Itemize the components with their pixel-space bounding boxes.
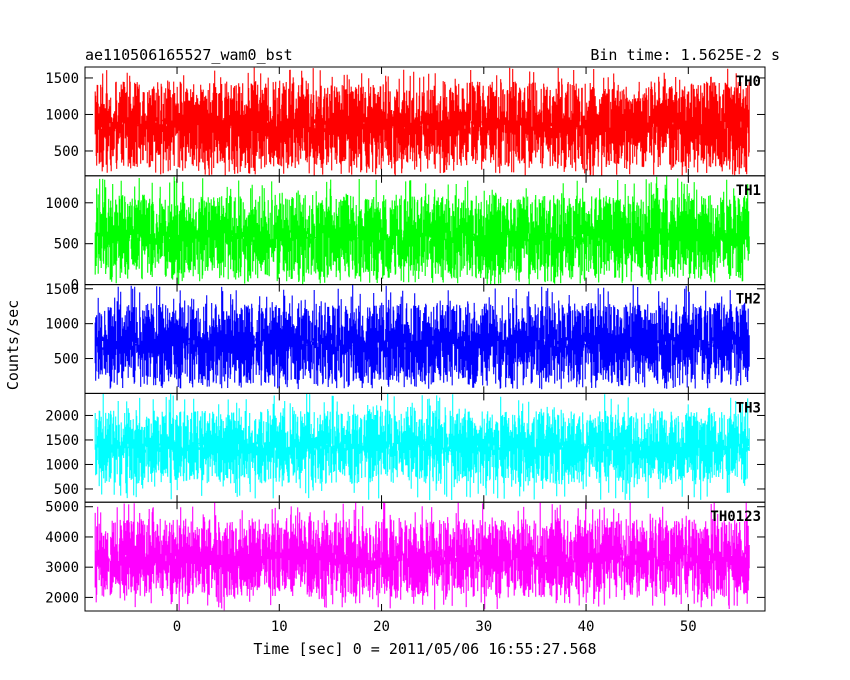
y-tick-label: 3000	[45, 560, 79, 576]
series-th0123	[94, 502, 750, 611]
x-tick-label: 10	[271, 619, 288, 635]
y-tick-label: 1000	[45, 457, 79, 473]
panel-th1: 0 500 1000 TH1	[45, 175, 766, 294]
series-th2	[94, 285, 750, 390]
panel-frame	[84, 501, 766, 612]
y-tick-label: 500	[54, 144, 79, 160]
panel-name-th0: TH0	[736, 74, 761, 90]
x-tick-label: 30	[475, 619, 492, 635]
y-tick-label: 2000	[45, 590, 79, 606]
panel-th0123: 2000 3000 4000 5000 TH0123	[45, 500, 766, 612]
x-tick-label: 50	[680, 619, 697, 635]
bin-time-label: Bin time: 1.5625E-2 s	[590, 46, 780, 64]
x-tick-label: 20	[373, 619, 390, 635]
y-tick-label: 1500	[45, 433, 79, 449]
y-tick-label: 1500	[45, 282, 79, 298]
series-th1	[94, 176, 750, 285]
panel-name-th0123: TH0123	[710, 509, 761, 525]
y-tick-label: 1500	[45, 71, 79, 87]
y-tick-label: 1000	[45, 317, 79, 333]
y-tick-label: 500	[54, 352, 79, 368]
panel-th3: 500 1000 1500 2000 TH3	[45, 392, 766, 503]
y-tick-label: 1000	[45, 196, 79, 212]
y-tick-label: 4000	[45, 530, 79, 546]
y-tick-label: 2000	[45, 408, 79, 424]
y-tick-label: 500	[54, 482, 79, 498]
x-tick-label: 0	[173, 619, 181, 635]
panel-name-th1: TH1	[736, 183, 761, 199]
y-tick-label: 5000	[45, 500, 79, 516]
panel-name-th3: TH3	[736, 400, 761, 416]
panel-name-th2: TH2	[736, 292, 761, 308]
y-tick-label: 1000	[45, 107, 79, 123]
y-axis-label: Counts/sec	[4, 300, 22, 390]
chart-title: ae110506165527_wam0_bst	[85, 46, 293, 64]
x-tick-label: 40	[578, 619, 595, 635]
y-tick-label: 0	[71, 278, 79, 294]
panel-th2: 500 1000 1500 TH2	[45, 282, 766, 394]
y-tick-label: 500	[54, 237, 79, 253]
x-axis: 0 10 20 30 40 50	[173, 619, 697, 635]
series-th0	[94, 67, 750, 176]
series-th3	[94, 393, 750, 501]
x-axis-label: Time [sec] 0 = 2011/05/06 16:55:27.568	[253, 640, 596, 658]
panel-th0: 500 1000 1500 TH0	[45, 66, 766, 177]
